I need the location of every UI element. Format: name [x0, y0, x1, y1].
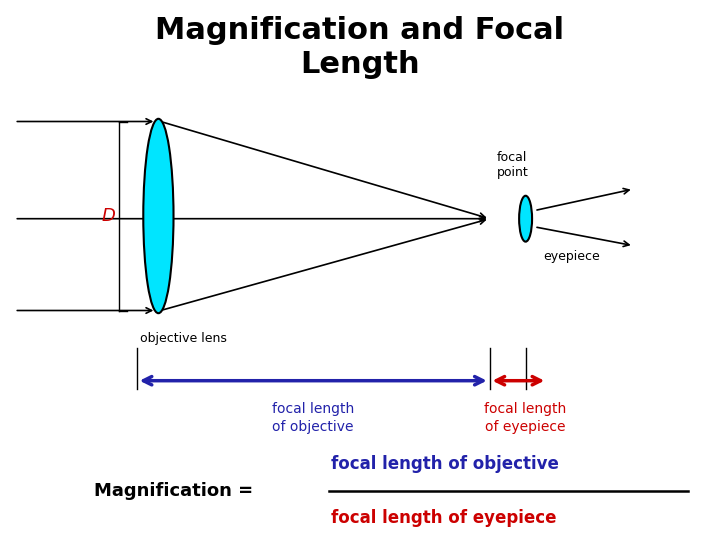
Text: focal
point: focal point — [497, 151, 528, 179]
Text: Magnification and Focal
Length: Magnification and Focal Length — [156, 16, 564, 79]
Text: focal length of objective: focal length of objective — [331, 455, 559, 474]
Text: focal length
of eyepiece: focal length of eyepiece — [485, 402, 567, 434]
Text: focal length
of objective: focal length of objective — [272, 402, 354, 434]
Text: D: D — [101, 207, 115, 225]
Text: Magnification =: Magnification = — [94, 482, 253, 501]
Ellipse shape — [519, 195, 532, 241]
Text: objective lens: objective lens — [140, 332, 228, 345]
Ellipse shape — [143, 119, 174, 313]
Text: eyepiece: eyepiece — [544, 250, 600, 263]
Text: focal length of eyepiece: focal length of eyepiece — [331, 509, 557, 528]
